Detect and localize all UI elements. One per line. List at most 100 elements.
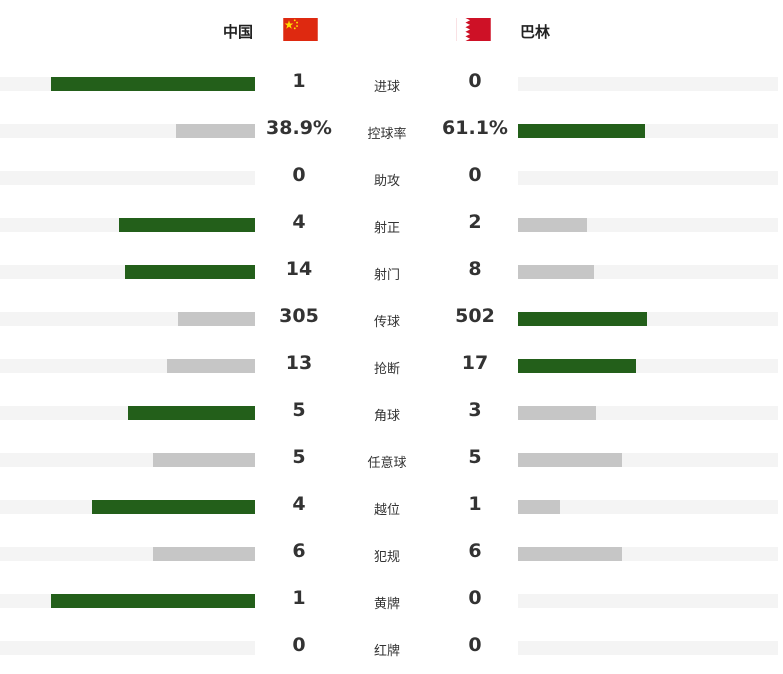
away-bar: [518, 453, 622, 467]
home-bar-track: [0, 312, 255, 326]
home-bar: [91, 500, 255, 514]
away-bar: [518, 359, 636, 373]
home-bar-track: [0, 265, 255, 279]
away-bar: [518, 406, 596, 420]
home-bar-track: [0, 218, 255, 232]
away-bar-track: [518, 265, 778, 279]
home-stat-value: 5: [292, 446, 306, 468]
away-bar-track: [518, 406, 778, 420]
away-bar-track: [518, 124, 778, 138]
home-stat-value: 6: [292, 540, 306, 562]
stat-row: 13 抢断 17: [0, 344, 783, 391]
stat-label: 黄牌: [373, 597, 400, 612]
stat-row: 5 任意球 5: [0, 438, 783, 485]
home-bar-track: [0, 453, 255, 467]
home-bar: [153, 547, 255, 561]
home-bar-track: [0, 77, 255, 91]
away-bar-track: [518, 77, 778, 91]
home-bar: [125, 265, 255, 279]
home-bar: [118, 218, 255, 232]
away-stat-value: 3: [468, 399, 482, 421]
home-bar: [51, 77, 255, 91]
stat-row: 305 传球 502: [0, 297, 783, 344]
away-stat-value: 502: [455, 305, 495, 327]
home-stat-value: 4: [292, 211, 306, 233]
away-stat-value: 8: [468, 258, 482, 280]
home-bar: [127, 406, 255, 420]
match-header: 中国 巴林: [0, 0, 783, 62]
away-stat-value: 6: [468, 540, 482, 562]
away-stat-value: 5: [468, 446, 482, 468]
home-bar-track: [0, 359, 255, 373]
home-bar-track: [0, 641, 255, 655]
away-bar-track: [518, 312, 778, 326]
stat-row: 4 射正 2: [0, 203, 783, 250]
away-stat-value: 17: [461, 352, 489, 374]
home-bar-track: [0, 124, 255, 138]
away-bar-track: [518, 594, 778, 608]
away-bar-track: [518, 453, 778, 467]
stat-label: 射门: [373, 268, 400, 283]
away-stat-value: 0: [468, 634, 482, 656]
bahrain-flag-icon: [456, 18, 491, 41]
home-bar-track: [0, 500, 255, 514]
stat-row: 4 越位 1: [0, 485, 783, 532]
home-bar-track: [0, 171, 255, 185]
home-bar: [175, 124, 255, 138]
away-bar: [518, 124, 646, 138]
home-bar-track: [0, 547, 255, 561]
home-stat-value: 1: [292, 70, 306, 92]
away-bar-track: [518, 359, 778, 373]
stat-label: 抢断: [373, 362, 400, 377]
away-stat-value: 0: [468, 70, 482, 92]
home-stat-value: 4: [292, 493, 306, 515]
away-stat-value: 0: [468, 587, 482, 609]
home-stat-value: 0: [292, 634, 306, 656]
away-bar: [518, 547, 622, 561]
home-bar: [177, 312, 255, 326]
stat-label: 犯规: [373, 550, 400, 565]
home-team-name: 中国: [222, 23, 253, 41]
home-stat-value: 14: [285, 258, 313, 280]
away-stat-value: 61.1%: [442, 117, 508, 139]
stat-row: 6 犯规 6: [0, 532, 783, 579]
stat-label: 角球: [373, 409, 400, 424]
away-stat-value: 1: [468, 493, 482, 515]
home-stat-value: 13: [285, 352, 313, 374]
home-bar-track: [0, 594, 255, 608]
stat-row: 0 红牌 0: [0, 626, 783, 673]
home-stat-value: 305: [279, 305, 319, 327]
home-bar: [166, 359, 255, 373]
china-flag-icon: [283, 18, 318, 41]
away-bar-track: [518, 171, 778, 185]
stat-label: 控球率: [367, 127, 407, 142]
stat-row: 1 黄牌 0: [0, 579, 783, 626]
stat-label: 射正: [373, 221, 400, 236]
stat-row: 14 射门 8: [0, 250, 783, 297]
away-stat-value: 2: [468, 211, 482, 233]
home-stat-value: 5: [292, 399, 306, 421]
stat-label: 红牌: [373, 644, 400, 659]
away-bar: [518, 265, 594, 279]
home-bar-track: [0, 406, 255, 420]
home-stat-value: 38.9%: [266, 117, 332, 139]
home-stat-value: 1: [292, 587, 306, 609]
home-stat-value: 0: [292, 164, 306, 186]
stat-row: 38.9% 控球率 61.1%: [0, 109, 783, 156]
stat-row: 1 进球 0: [0, 62, 783, 109]
stat-row: 0 助攻 0: [0, 156, 783, 203]
home-bar: [51, 594, 255, 608]
away-bar-track: [518, 641, 778, 655]
away-stat-value: 0: [468, 164, 482, 186]
stat-label: 任意球: [367, 456, 407, 471]
stat-row: 5 角球 3: [0, 391, 783, 438]
home-bar: [153, 453, 255, 467]
stat-label: 越位: [373, 503, 400, 518]
stats-list: 1 进球 0 38.9% 控球率 61.1% 0 助攻 0 4 射正 2 14 射门 8 305 传球 502 13…: [0, 62, 783, 673]
away-bar-track: [518, 500, 778, 514]
stat-label: 传球: [373, 315, 400, 330]
stat-label: 助攻: [373, 174, 400, 189]
stat-label: 进球: [373, 80, 400, 95]
away-bar: [518, 218, 588, 232]
away-bar-track: [518, 218, 778, 232]
